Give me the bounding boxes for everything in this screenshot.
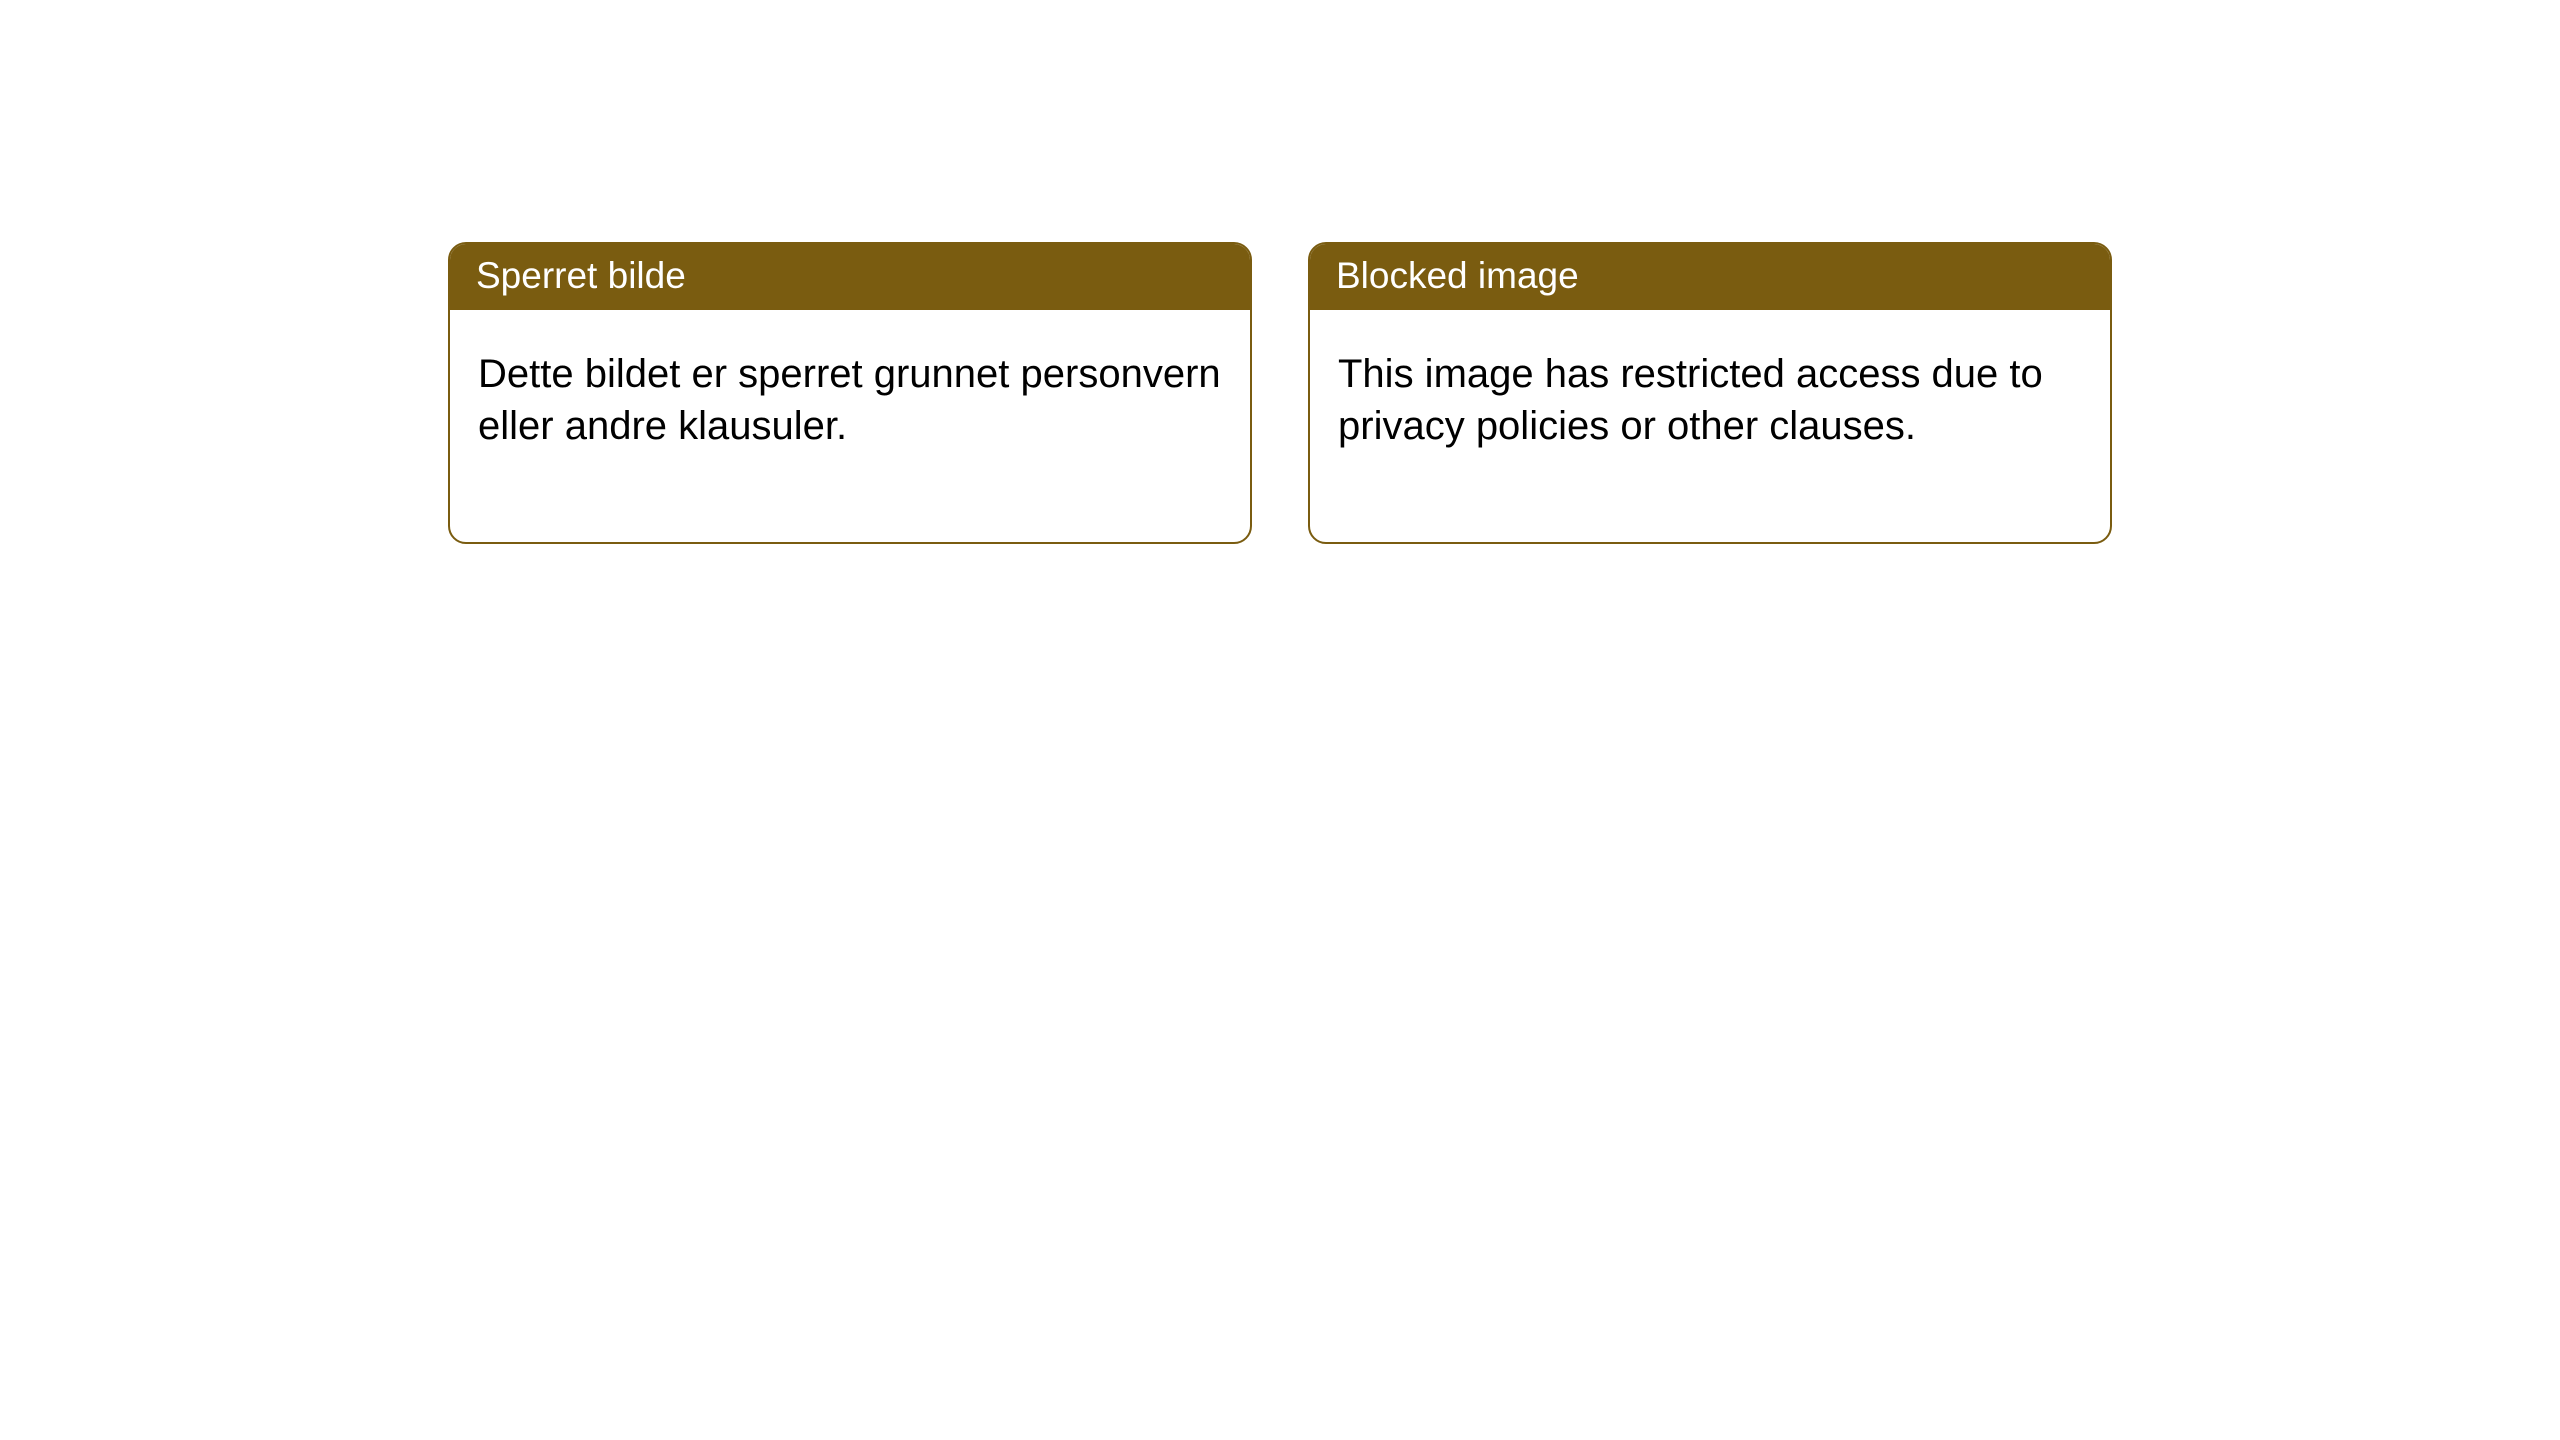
notice-title: Sperret bilde — [450, 244, 1250, 310]
notice-container: Sperret bilde Dette bildet er sperret gr… — [448, 242, 2560, 544]
notice-card-norwegian: Sperret bilde Dette bildet er sperret gr… — [448, 242, 1252, 544]
notice-title: Blocked image — [1310, 244, 2110, 310]
notice-card-english: Blocked image This image has restricted … — [1308, 242, 2112, 544]
notice-body: Dette bildet er sperret grunnet personve… — [450, 310, 1250, 542]
notice-body: This image has restricted access due to … — [1310, 310, 2110, 542]
